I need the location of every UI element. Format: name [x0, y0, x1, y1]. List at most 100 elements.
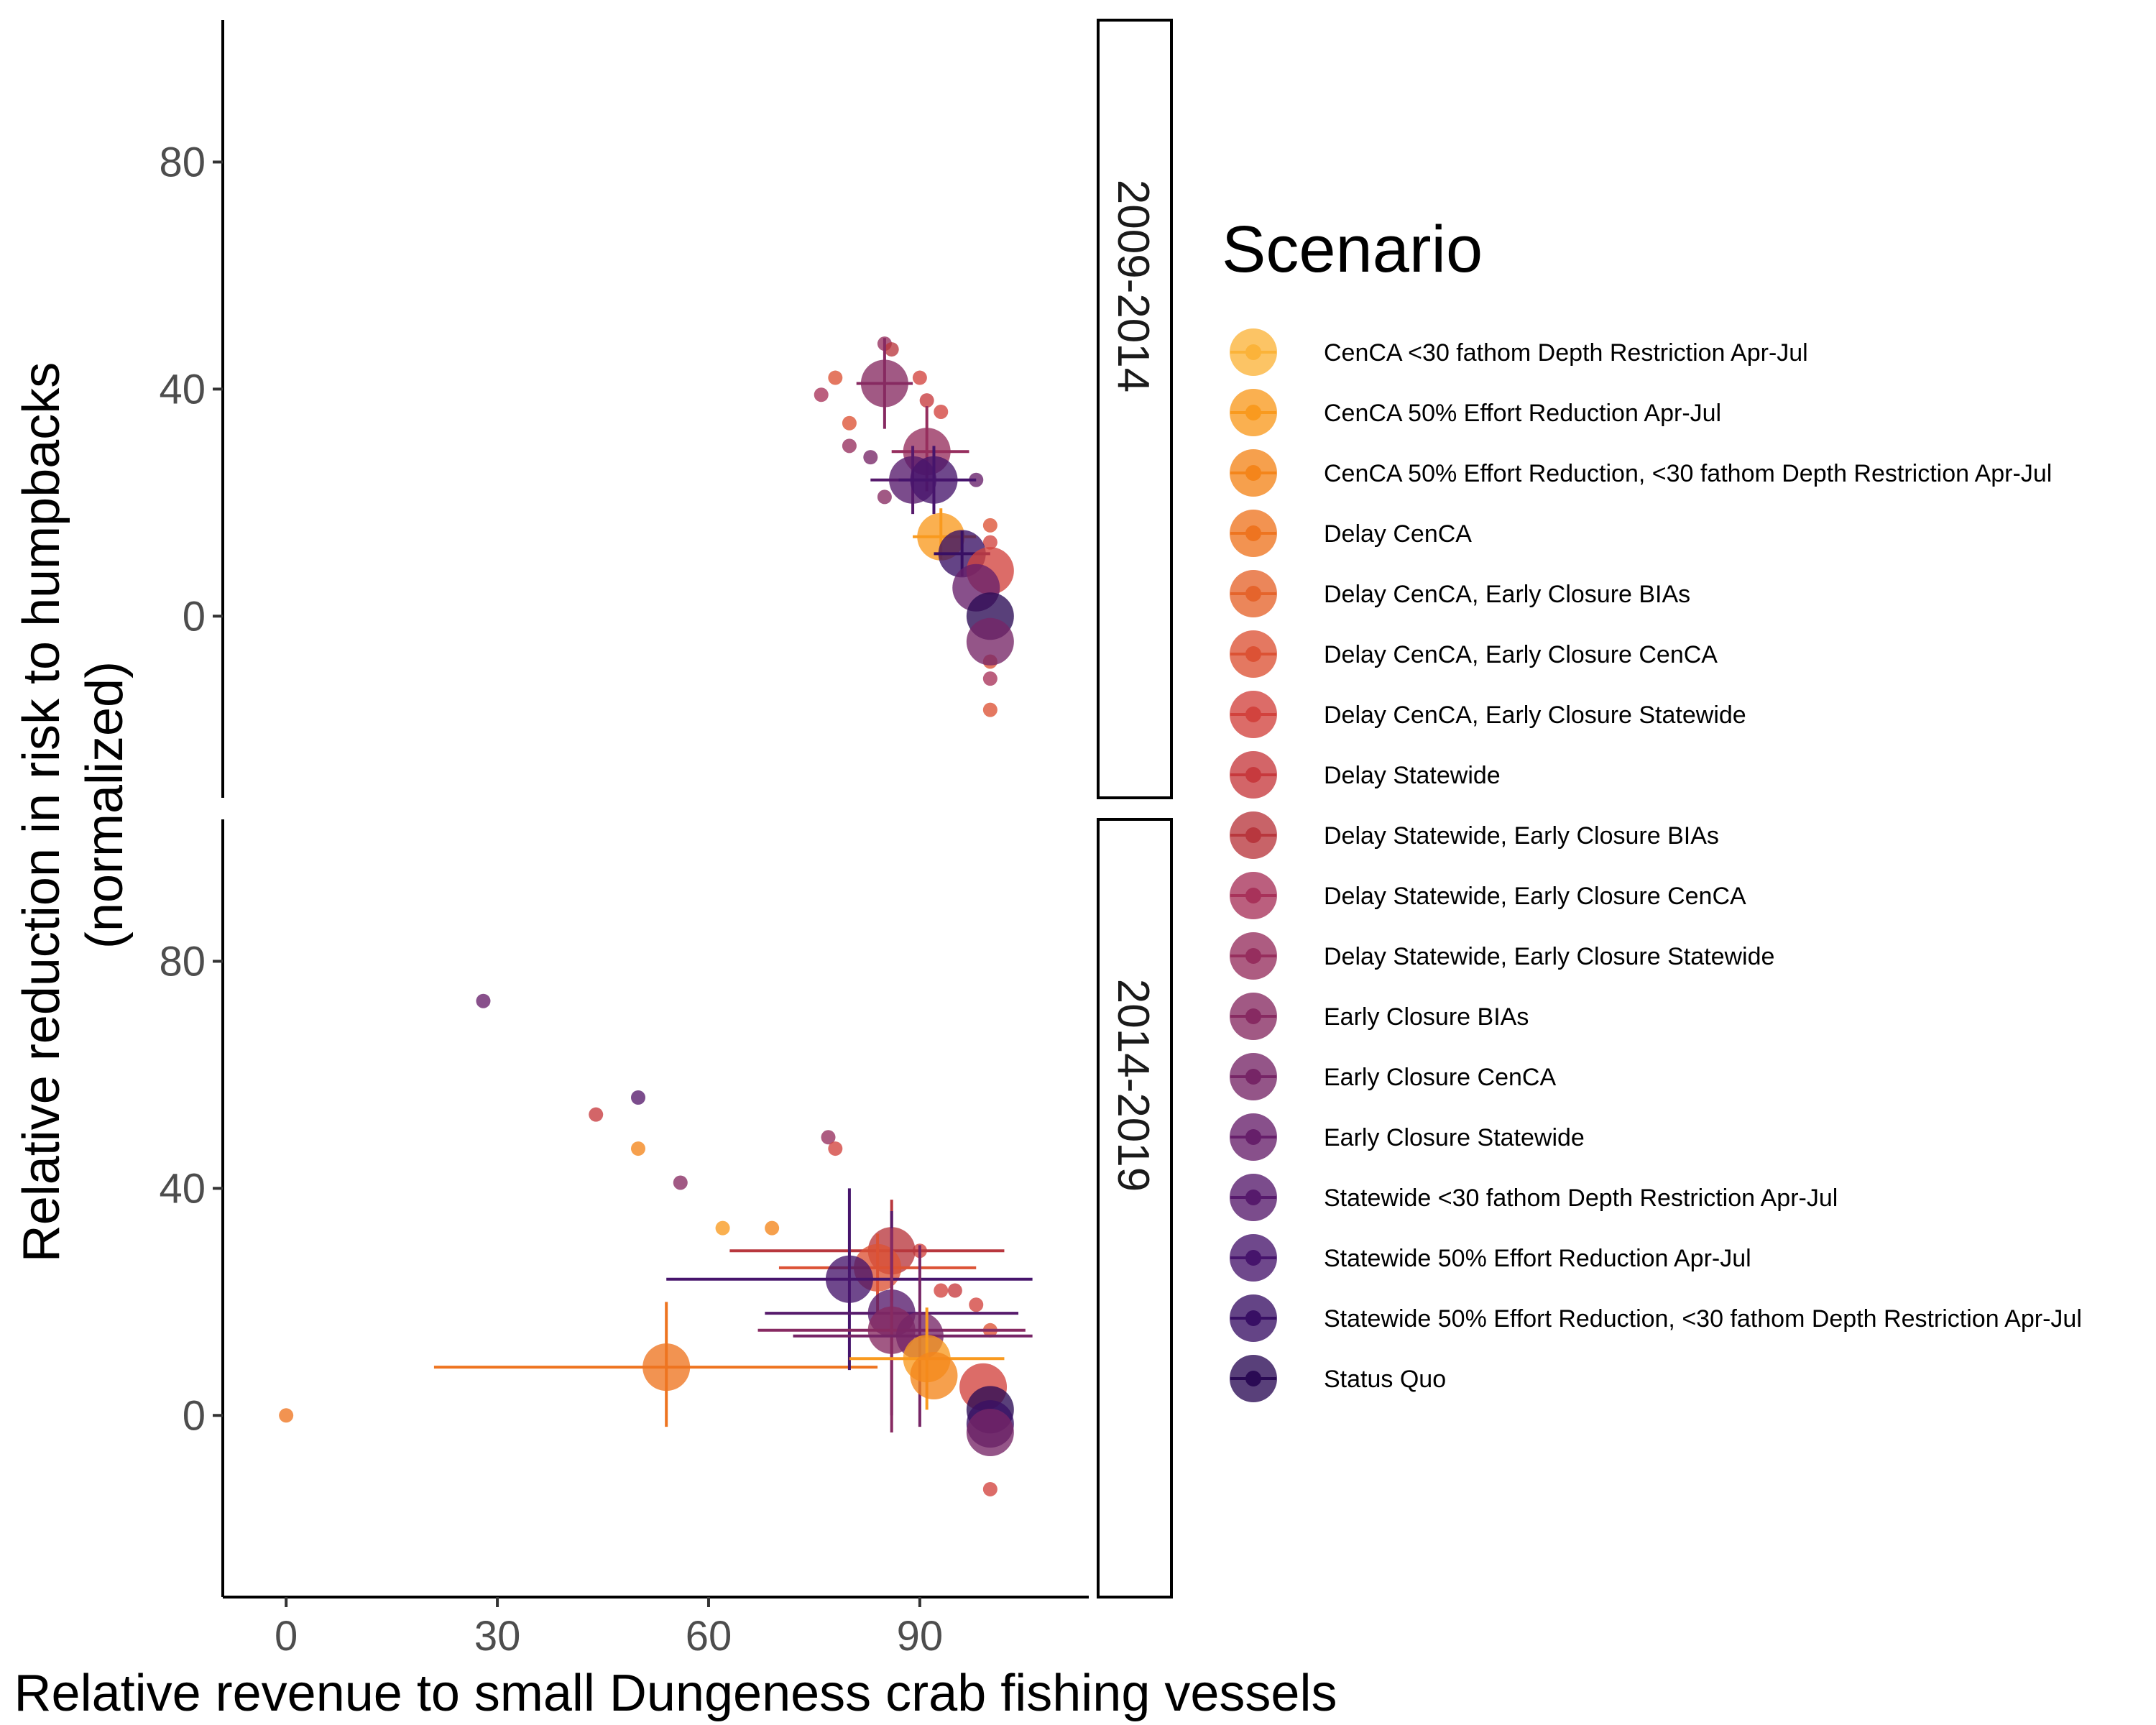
- legend-item-label: Early Closure Statewide: [1324, 1124, 1585, 1151]
- legend-item: Early Closure Statewide: [1230, 1113, 1585, 1161]
- point-marker: [910, 1351, 958, 1399]
- point-marker: [934, 404, 949, 419]
- legend-key-small: [1245, 1129, 1261, 1145]
- point-marker: [860, 359, 908, 408]
- data-point: [982, 671, 998, 686]
- point-marker: [765, 1220, 780, 1236]
- x-tick-label: 60: [686, 1613, 732, 1660]
- data-point: [631, 1090, 646, 1105]
- legend-key-small: [1245, 1371, 1261, 1386]
- point-marker: [631, 1141, 646, 1156]
- legend-item-label: CenCA 50% Effort Reduction, <30 fathom D…: [1324, 460, 2052, 487]
- legend-item-label: Delay Statewide, Early Closure BIAs: [1324, 822, 1719, 850]
- facet-strip-label: 2014-2019: [1108, 979, 1158, 1192]
- point-marker: [476, 993, 491, 1008]
- point-marker: [982, 1481, 998, 1496]
- data-point: [279, 1408, 294, 1423]
- x-axis: 0 30 60 90: [223, 1596, 1089, 1660]
- y-axis-title: Relative reduction in risk to humpbacks …: [13, 348, 134, 1263]
- legend-item-label: Status Quo: [1324, 1366, 1446, 1393]
- legend: Scenario CenCA <30 fathom Depth Restricti…: [1222, 213, 2082, 1402]
- y-tick-label: 80: [159, 139, 206, 185]
- legend-key-small: [1245, 1310, 1261, 1326]
- point-marker: [877, 489, 892, 505]
- legend-key-small: [1245, 586, 1261, 602]
- legend-item: Delay Statewide, Early Closure Statewide: [1230, 932, 1774, 980]
- data-point: [828, 370, 843, 385]
- data-point: [966, 617, 1014, 666]
- point-marker: [821, 1130, 836, 1145]
- legend-key-small: [1245, 465, 1261, 481]
- legend-item: Status Quo: [1230, 1355, 1446, 1402]
- legend-key-small: [1245, 405, 1261, 420]
- legend-item: Delay Statewide, Early Closure CenCA: [1230, 872, 1746, 919]
- legend-key-small: [1245, 344, 1261, 360]
- point-marker: [642, 1343, 691, 1392]
- legend-item: Early Closure CenCA: [1230, 1053, 1556, 1100]
- legend-key-small: [1245, 1008, 1261, 1024]
- y-axis-title-line-2: (normalized): [76, 661, 134, 949]
- point-marker: [884, 342, 899, 357]
- legend-key-small: [1245, 707, 1261, 722]
- legend-item: Statewide 50% Effort Reduction, <30 fath…: [1230, 1294, 2082, 1342]
- data-point: [910, 1351, 958, 1399]
- legend-item-label: Early Closure CenCA: [1324, 1064, 1556, 1091]
- legend-key-small: [1245, 948, 1261, 964]
- point-marker: [828, 1141, 843, 1156]
- legend-item-label: Statewide 50% Effort Reduction, <30 fath…: [1324, 1305, 2082, 1333]
- point-marker: [825, 1255, 873, 1303]
- legend-item: Delay CenCA, Early Closure BIAs: [1230, 570, 1690, 617]
- legend-item: CenCA <30 fathom Depth Restriction Apr-J…: [1230, 328, 1808, 376]
- legend-key-small: [1245, 888, 1261, 903]
- data-point: [969, 1297, 984, 1312]
- data-point: [966, 1408, 1014, 1456]
- data-point: [765, 1220, 780, 1236]
- point-marker: [842, 438, 857, 454]
- point-marker: [982, 535, 998, 550]
- y-tick-label: 40: [159, 366, 206, 413]
- point-marker: [947, 1283, 962, 1298]
- data-point: [898, 446, 977, 515]
- legend-item: Delay CenCA, Early Closure Statewide: [1230, 691, 1746, 738]
- point-marker: [934, 1283, 949, 1298]
- data-point: [863, 450, 878, 465]
- panel-2014-2019: 0 40 80 2014-2019: [159, 818, 1173, 1598]
- point-marker: [982, 518, 998, 533]
- data-point: [842, 438, 857, 454]
- legend-key-small: [1245, 1069, 1261, 1085]
- point-marker: [828, 370, 843, 385]
- point-marker: [966, 1408, 1014, 1456]
- point-marker: [919, 393, 934, 408]
- facet-strip: [1097, 19, 1173, 799]
- data-point: [589, 1107, 604, 1122]
- legend-item: CenCA 50% Effort Reduction Apr-Jul: [1230, 389, 1721, 436]
- legend-item: Delay CenCA: [1230, 510, 1472, 557]
- legend-item: Early Closure BIAs: [1230, 993, 1529, 1040]
- legend-item-label: Delay CenCA: [1324, 520, 1472, 548]
- data-point: [673, 1175, 688, 1190]
- panel-2009-2014: 0 40 80 2009-2014: [159, 19, 1173, 799]
- x-tick-label: 30: [474, 1613, 521, 1660]
- point-marker: [631, 1090, 646, 1105]
- data-point: [856, 338, 913, 429]
- legend-title: Scenario: [1222, 213, 1483, 286]
- point-marker: [814, 387, 829, 402]
- data-point: [715, 1220, 730, 1236]
- legend-key-small: [1245, 767, 1261, 783]
- legend-item: Statewide 50% Effort Reduction Apr-Jul: [1230, 1234, 1751, 1282]
- legend-key-small: [1245, 1190, 1261, 1205]
- y-tick-label: 0: [183, 1392, 206, 1439]
- legend-item-label: Delay CenCA, Early Closure BIAs: [1324, 581, 1690, 608]
- legend-item-label: Delay CenCA, Early Closure CenCA: [1324, 641, 1718, 668]
- data-point: [842, 415, 857, 431]
- y-tick-label: 80: [159, 938, 206, 985]
- data-point: [947, 1283, 962, 1298]
- data-point: [631, 1141, 646, 1156]
- data-point: [828, 1141, 843, 1156]
- point-marker: [910, 456, 958, 504]
- legend-key-small: [1245, 646, 1261, 662]
- data-point: [934, 404, 949, 419]
- point-marker: [673, 1175, 688, 1190]
- data-point: [982, 702, 998, 717]
